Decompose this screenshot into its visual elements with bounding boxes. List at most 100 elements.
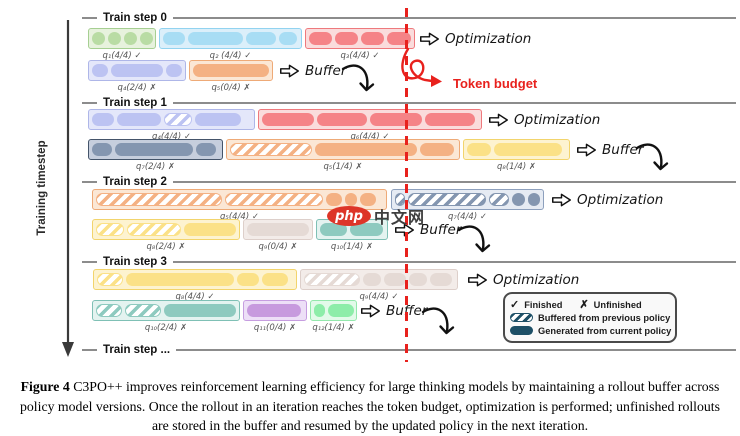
figure-caption: Figure 4 C3PO++ improves reinforcement l… [14, 377, 726, 436]
rollout-bar-q3 [305, 28, 415, 49]
generated-rollout-pill [117, 113, 161, 126]
legend-buffered-label: Buffered from previous policy [538, 312, 671, 323]
generated-rollout-pill [425, 113, 475, 126]
generated-rollout-pill [409, 273, 427, 286]
buffer-curve-arrow-icon [456, 222, 492, 263]
separator-line [82, 181, 97, 183]
watermark-text: 中文网 [374, 208, 426, 227]
generated-rollout-pill [92, 143, 112, 156]
rollout-label: q₁₂(1/4) ✗ [312, 323, 355, 333]
buffered-rollout-pill [125, 304, 161, 317]
generated-rollout-pill [315, 143, 417, 156]
buffered-rollout-pill [304, 273, 360, 286]
rollout-label: q₆(4/4) ✓ [350, 132, 390, 142]
rollout-bar-q2 [159, 28, 302, 49]
buffered-rollout-pill [96, 193, 222, 206]
generated-rollout-pill [111, 64, 163, 77]
buffered-rollout-pill [97, 273, 123, 286]
flow-label: Optimization [493, 272, 580, 288]
generated-rollout-pill [92, 64, 108, 77]
generated-pill-icon [510, 326, 533, 335]
buffered-rollout-pill [489, 193, 509, 206]
generated-rollout-pill [115, 143, 193, 156]
separator-line [82, 349, 97, 351]
generated-rollout-pill [335, 32, 358, 45]
hollow-arrow-icon [361, 304, 380, 318]
train-step-label: Train step 0 [103, 12, 167, 24]
train-step-separator: Train step 3 [82, 256, 736, 268]
generated-rollout-pill [361, 32, 384, 45]
rollout-label: q₁₀(1/4) ✗ [330, 242, 374, 252]
rollout-bar-q10 [316, 219, 388, 240]
rollout-label: q₈(1/4) ✗ [497, 162, 536, 172]
rollout-bar-q5 [189, 60, 273, 81]
rollout-bar-q11 [243, 300, 307, 321]
separator-line [82, 261, 97, 263]
figure-caption-text: C3PO++ improves reinforcement learning e… [19, 379, 721, 434]
rollout-label: q₂ (4/4) ✓ [209, 51, 252, 61]
generated-rollout-pill [370, 113, 422, 126]
hollow-arrow-icon [468, 273, 487, 287]
generated-rollout-pill [140, 32, 153, 45]
generated-rollout-pill [467, 143, 491, 156]
generated-rollout-pill [262, 113, 314, 126]
generated-rollout-pill [350, 223, 383, 236]
rollout-label: q₅(4/4) ✓ [220, 212, 259, 222]
rollout-label: q₇(2/4) ✗ [136, 162, 175, 172]
flow-buffer: Buffer [576, 142, 643, 158]
buffered-rollout-pill [164, 113, 192, 126]
separator-line [172, 261, 736, 263]
php-logo-icon: php [327, 206, 371, 226]
rollout-bar-q9 [300, 269, 458, 290]
generated-rollout-pill [309, 32, 332, 45]
rollout-bar-q5 [226, 139, 460, 160]
legend-row-buffered: Buffered from previous policy [510, 311, 670, 324]
training-timestep-label: Training timestep [36, 140, 48, 236]
generated-rollout-pill [108, 32, 121, 45]
generated-rollout-pill [320, 223, 347, 236]
flow-buffer: Buffer [360, 303, 427, 319]
rollout-bar-q8 [93, 269, 297, 290]
flow-label: Buffer [305, 63, 347, 79]
generated-rollout-pill [262, 273, 288, 286]
generated-rollout-pill [92, 113, 114, 126]
separator-line [172, 17, 736, 19]
rollout-bar-q8 [463, 139, 570, 160]
buffered-rollout-pill [408, 193, 486, 206]
legend-row-generated: Generated from current policy [510, 324, 671, 337]
rollout-label: q₈(4/4) ✓ [175, 292, 215, 302]
flow-label: Buffer [420, 222, 462, 238]
legend-unfinished-label: Unfinished [593, 299, 642, 310]
rollout-label: q₄(2/4) ✗ [117, 83, 157, 93]
generated-rollout-pill [363, 273, 381, 286]
rollout-bar-q6 [258, 109, 482, 130]
rollout-bar-q5 [92, 189, 387, 210]
generated-rollout-pill [328, 304, 354, 317]
generated-rollout-pill [384, 273, 406, 286]
rollout-label: q₁₀(2/4) ✗ [144, 323, 188, 333]
flow-label: Optimization [577, 192, 664, 208]
generated-rollout-pill [195, 113, 241, 126]
flow-optimization: Optimization [551, 192, 663, 208]
generated-rollout-pill [360, 193, 376, 206]
generated-rollout-pill [166, 64, 182, 77]
train-step-label: Train step 2 [103, 176, 167, 188]
train-step-label: Train step 3 [103, 256, 167, 268]
rollout-label: q₄(4/4) ✓ [152, 132, 191, 142]
train-step-separator: Train step ... [82, 344, 736, 356]
generated-rollout-pill [317, 113, 367, 126]
generated-rollout-pill [420, 143, 454, 156]
buffer-curve-arrow-icon [634, 140, 670, 181]
rollout-bar-q4 [88, 109, 255, 130]
flow-buffer: Buffer [279, 63, 346, 79]
generated-rollout-pill [512, 193, 525, 206]
buffer-curve-arrow-icon [420, 304, 456, 345]
generated-rollout-pill [237, 273, 259, 286]
watermark: php 中文网 [327, 204, 425, 228]
flow-label: Optimization [514, 112, 601, 128]
buffered-rollout-pill [225, 193, 323, 206]
generated-rollout-pill [345, 193, 357, 206]
generated-rollout-pill [196, 143, 216, 156]
generated-rollout-pill [494, 143, 562, 156]
generated-rollout-pill [246, 32, 276, 45]
